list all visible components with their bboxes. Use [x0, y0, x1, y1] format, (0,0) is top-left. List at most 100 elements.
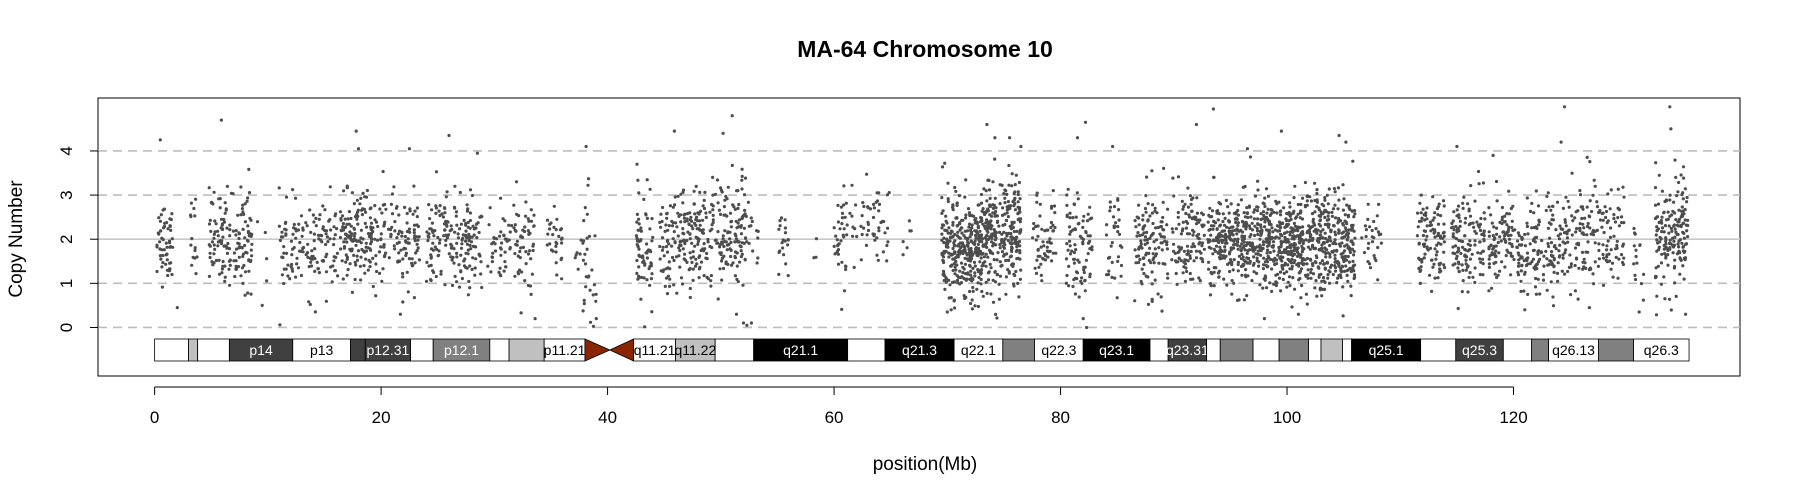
data-point [313, 257, 317, 261]
data-point [347, 222, 351, 226]
data-point [635, 236, 639, 240]
data-point [993, 136, 997, 140]
data-point [1682, 277, 1686, 281]
data-point [1182, 265, 1186, 269]
data-point [1419, 265, 1423, 269]
data-point [1150, 297, 1154, 301]
data-point [981, 207, 985, 211]
x-tick-label: 120 [1499, 408, 1527, 427]
data-point [1556, 279, 1560, 283]
data-point [576, 267, 580, 271]
data-point [1320, 279, 1324, 283]
data-point [1342, 235, 1347, 239]
data-point [1612, 234, 1616, 238]
data-point [1010, 172, 1014, 176]
data-point [1670, 243, 1674, 247]
data-point [583, 252, 587, 256]
data-point [1135, 254, 1139, 259]
data-point [218, 239, 222, 243]
data-point [985, 291, 989, 295]
data-point [974, 251, 978, 255]
data-point [325, 252, 329, 256]
data-point [1336, 276, 1340, 280]
data-point [364, 241, 368, 245]
data-point [1327, 225, 1331, 229]
data-point [1229, 248, 1233, 252]
data-point [1516, 264, 1521, 268]
data-point [1216, 233, 1221, 237]
data-point [840, 222, 844, 226]
data-point [1228, 236, 1232, 240]
data-point [212, 190, 216, 194]
data-point [986, 271, 991, 275]
band-label: p12.1 [444, 342, 479, 358]
data-point [1418, 201, 1422, 205]
data-point [1305, 262, 1309, 266]
data-point [1368, 266, 1373, 270]
data-point [954, 189, 958, 193]
data-point [991, 300, 996, 304]
data-point [1305, 302, 1309, 306]
data-point [1112, 224, 1116, 228]
data-point [451, 255, 455, 259]
data-point [1489, 213, 1493, 217]
data-point [581, 258, 586, 262]
data-point [1589, 232, 1593, 236]
data-point [842, 227, 846, 231]
data-point [425, 230, 429, 234]
data-point [749, 321, 754, 325]
data-point [524, 214, 528, 218]
data-point [985, 245, 989, 249]
data-point [554, 250, 558, 254]
data-point [365, 188, 369, 193]
data-point [1088, 239, 1092, 243]
data-point [722, 205, 727, 209]
data-point [1230, 292, 1234, 296]
data-point [1460, 239, 1465, 244]
data-point [641, 256, 645, 260]
data-point [424, 279, 429, 283]
data-point [454, 214, 458, 218]
data-point [1299, 261, 1304, 265]
ideogram-band [1633, 338, 1690, 362]
data-point [1537, 223, 1541, 227]
data-point [1145, 241, 1150, 245]
data-point [1176, 210, 1180, 215]
data-point [1242, 211, 1246, 215]
data-point [1560, 227, 1565, 231]
data-point [1548, 236, 1552, 240]
data-point [1635, 261, 1639, 265]
data-point [1080, 236, 1084, 240]
data-point [1654, 161, 1658, 165]
data-point [1519, 269, 1523, 273]
data-point [721, 234, 725, 238]
data-point [1582, 257, 1586, 261]
data-point [583, 262, 588, 266]
data-point [966, 229, 970, 233]
data-point [1142, 263, 1146, 267]
data-point [1478, 257, 1482, 261]
data-point [688, 232, 692, 236]
data-point [1510, 225, 1514, 229]
data-point [1487, 206, 1491, 210]
data-point [228, 228, 232, 232]
data-point [1463, 247, 1467, 252]
data-point [1265, 260, 1270, 264]
data-point [488, 206, 492, 210]
data-point [466, 293, 470, 297]
data-point [998, 246, 1002, 250]
data-point [1352, 229, 1356, 233]
data-point [1561, 256, 1565, 260]
data-point [1549, 241, 1554, 245]
data-point [1494, 249, 1498, 253]
data-point [1303, 258, 1307, 262]
data-point [694, 184, 698, 188]
data-point [664, 223, 668, 227]
data-point [1283, 225, 1287, 229]
data-point [1272, 210, 1276, 214]
data-point [988, 196, 992, 200]
data-point [701, 204, 705, 208]
data-point [1539, 250, 1543, 254]
data-point [1088, 272, 1092, 276]
data-point [1329, 228, 1333, 232]
